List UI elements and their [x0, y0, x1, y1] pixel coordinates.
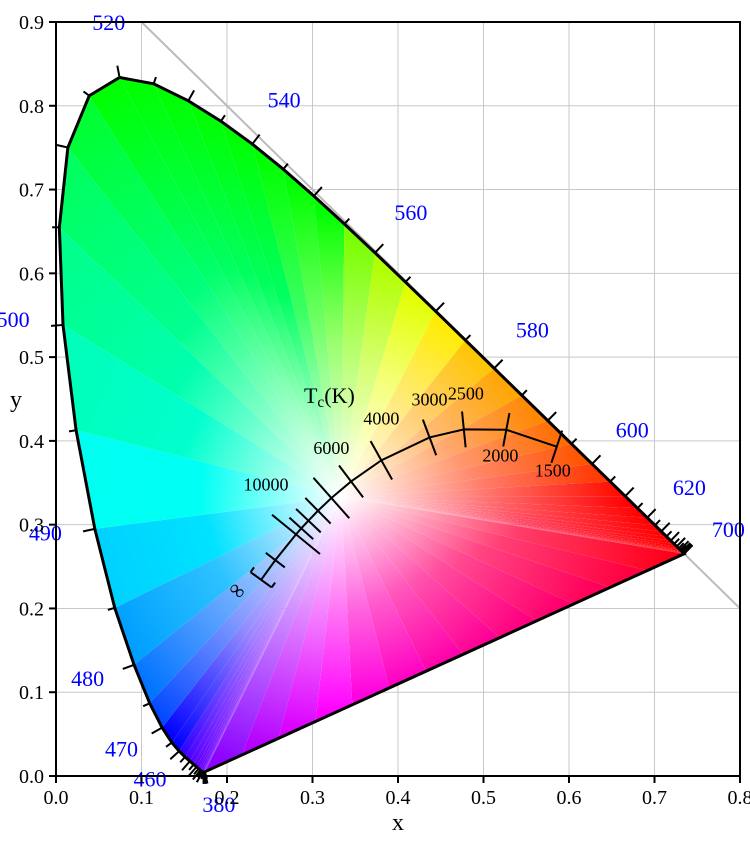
ytick-label: 0.6: [19, 263, 44, 285]
chart-container: 3804604704804905005205405605806006207001…: [0, 0, 750, 845]
planckian-label: 10000: [243, 474, 288, 494]
xlabel: x: [392, 810, 404, 836]
ytick-label: 0.8: [19, 96, 44, 118]
xtick-label: 0.7: [642, 787, 667, 809]
chromaticity-svg: 3804604704804905005205405605806006207001…: [0, 0, 750, 845]
xtick-label: 0.6: [557, 787, 582, 809]
planckian-label: 1500: [535, 461, 571, 481]
xtick-label: 0.5: [471, 787, 496, 809]
xtick-label: 0.4: [386, 787, 411, 809]
planckian-label: 4000: [363, 408, 399, 428]
planckian-label: 2000: [482, 446, 518, 466]
ytick-label: 0.7: [19, 180, 44, 202]
ytick-label: 0.9: [19, 12, 44, 34]
planckian-label: 3000: [412, 389, 448, 409]
xtick-label: 0.2: [215, 787, 240, 809]
planckian-title: Tc(K): [304, 383, 355, 411]
wavelength-label: 600: [616, 417, 649, 442]
ytick-label: 0.4: [19, 431, 44, 453]
ytick-label: 0.0: [19, 766, 44, 788]
ytick-label: 0.5: [19, 347, 44, 369]
wavelength-label: 480: [71, 666, 104, 691]
wavelength-label: 540: [268, 87, 301, 112]
ylabel: y: [10, 387, 22, 413]
xtick-label: 0.8: [728, 787, 750, 809]
xtick-label: 0.3: [300, 787, 325, 809]
ytick-label: 0.2: [19, 598, 44, 620]
wavelength-label: 560: [394, 200, 427, 225]
xtick-label: 0.0: [44, 787, 69, 809]
planckian-label: 2500: [448, 383, 484, 403]
planckian-label: 6000: [313, 438, 349, 458]
wavelength-label: 620: [673, 475, 706, 500]
ytick-label: 0.3: [19, 515, 44, 537]
wavelength-label: 470: [105, 736, 138, 761]
ytick-label: 0.1: [19, 682, 44, 704]
xtick-label: 0.1: [129, 787, 154, 809]
wavelength-label: 500: [0, 307, 30, 332]
wavelength-label: 580: [516, 318, 549, 343]
